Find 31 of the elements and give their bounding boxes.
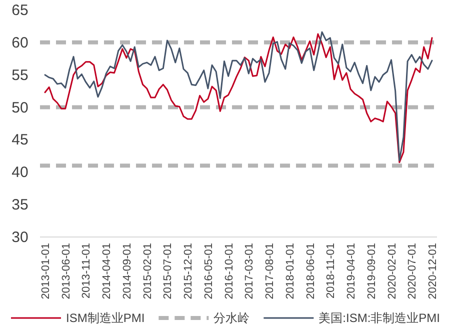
x-tick-label: 2018-06-01 [304,243,317,300]
y-tick-label: 30 [12,229,28,246]
x-tick-label: 2017-03-01 [244,243,256,300]
x-tick-label: 2019-04-01 [346,243,358,300]
x-tick-label: 2018-11-01 [325,243,338,298]
x-tick-label: 2018-01-01 [284,243,296,300]
x-tick-label: 2013-01-01 [40,243,52,300]
legend-label: ISM制造业PMI [66,311,145,325]
x-tick-label: 2020-02-01 [386,243,398,300]
x-tick-label: 2013-11-01 [80,243,93,298]
y-tick-label: 65 [12,2,28,19]
x-tick-label: 2016-05-01 [202,243,215,300]
x-tick-label: 2015-02-01 [142,243,154,300]
y-tick-label: 55 [12,66,28,84]
x-tick-label: 2013-06-01 [60,243,72,300]
x-tick-label: 2014-09-01 [121,243,134,300]
x-tick-label: 2016-10-01 [223,243,236,300]
x-tick-label: 2017-08-01 [264,243,276,300]
y-tick-label: 40 [12,164,28,182]
legend-label: 美国:ISM:非制造业PMI [318,311,440,325]
y-tick-label: 60 [12,34,28,52]
y-tick-label: 45 [12,132,28,149]
x-tick-label: 2015-12-01 [182,243,195,300]
x-tick-label: 2015-07-01 [162,243,174,300]
x-tick-label: 2020-07-01 [406,243,419,300]
x-tick-label: 2014-04-01 [101,243,114,300]
y-tick-label: 35 [12,196,28,214]
y-tick-label: 50 [12,99,28,116]
x-tick-label: 2020-12-01 [427,243,439,300]
x-tick-label: 2019-09-01 [366,243,378,300]
legend-label: 分水岭 [214,311,250,325]
